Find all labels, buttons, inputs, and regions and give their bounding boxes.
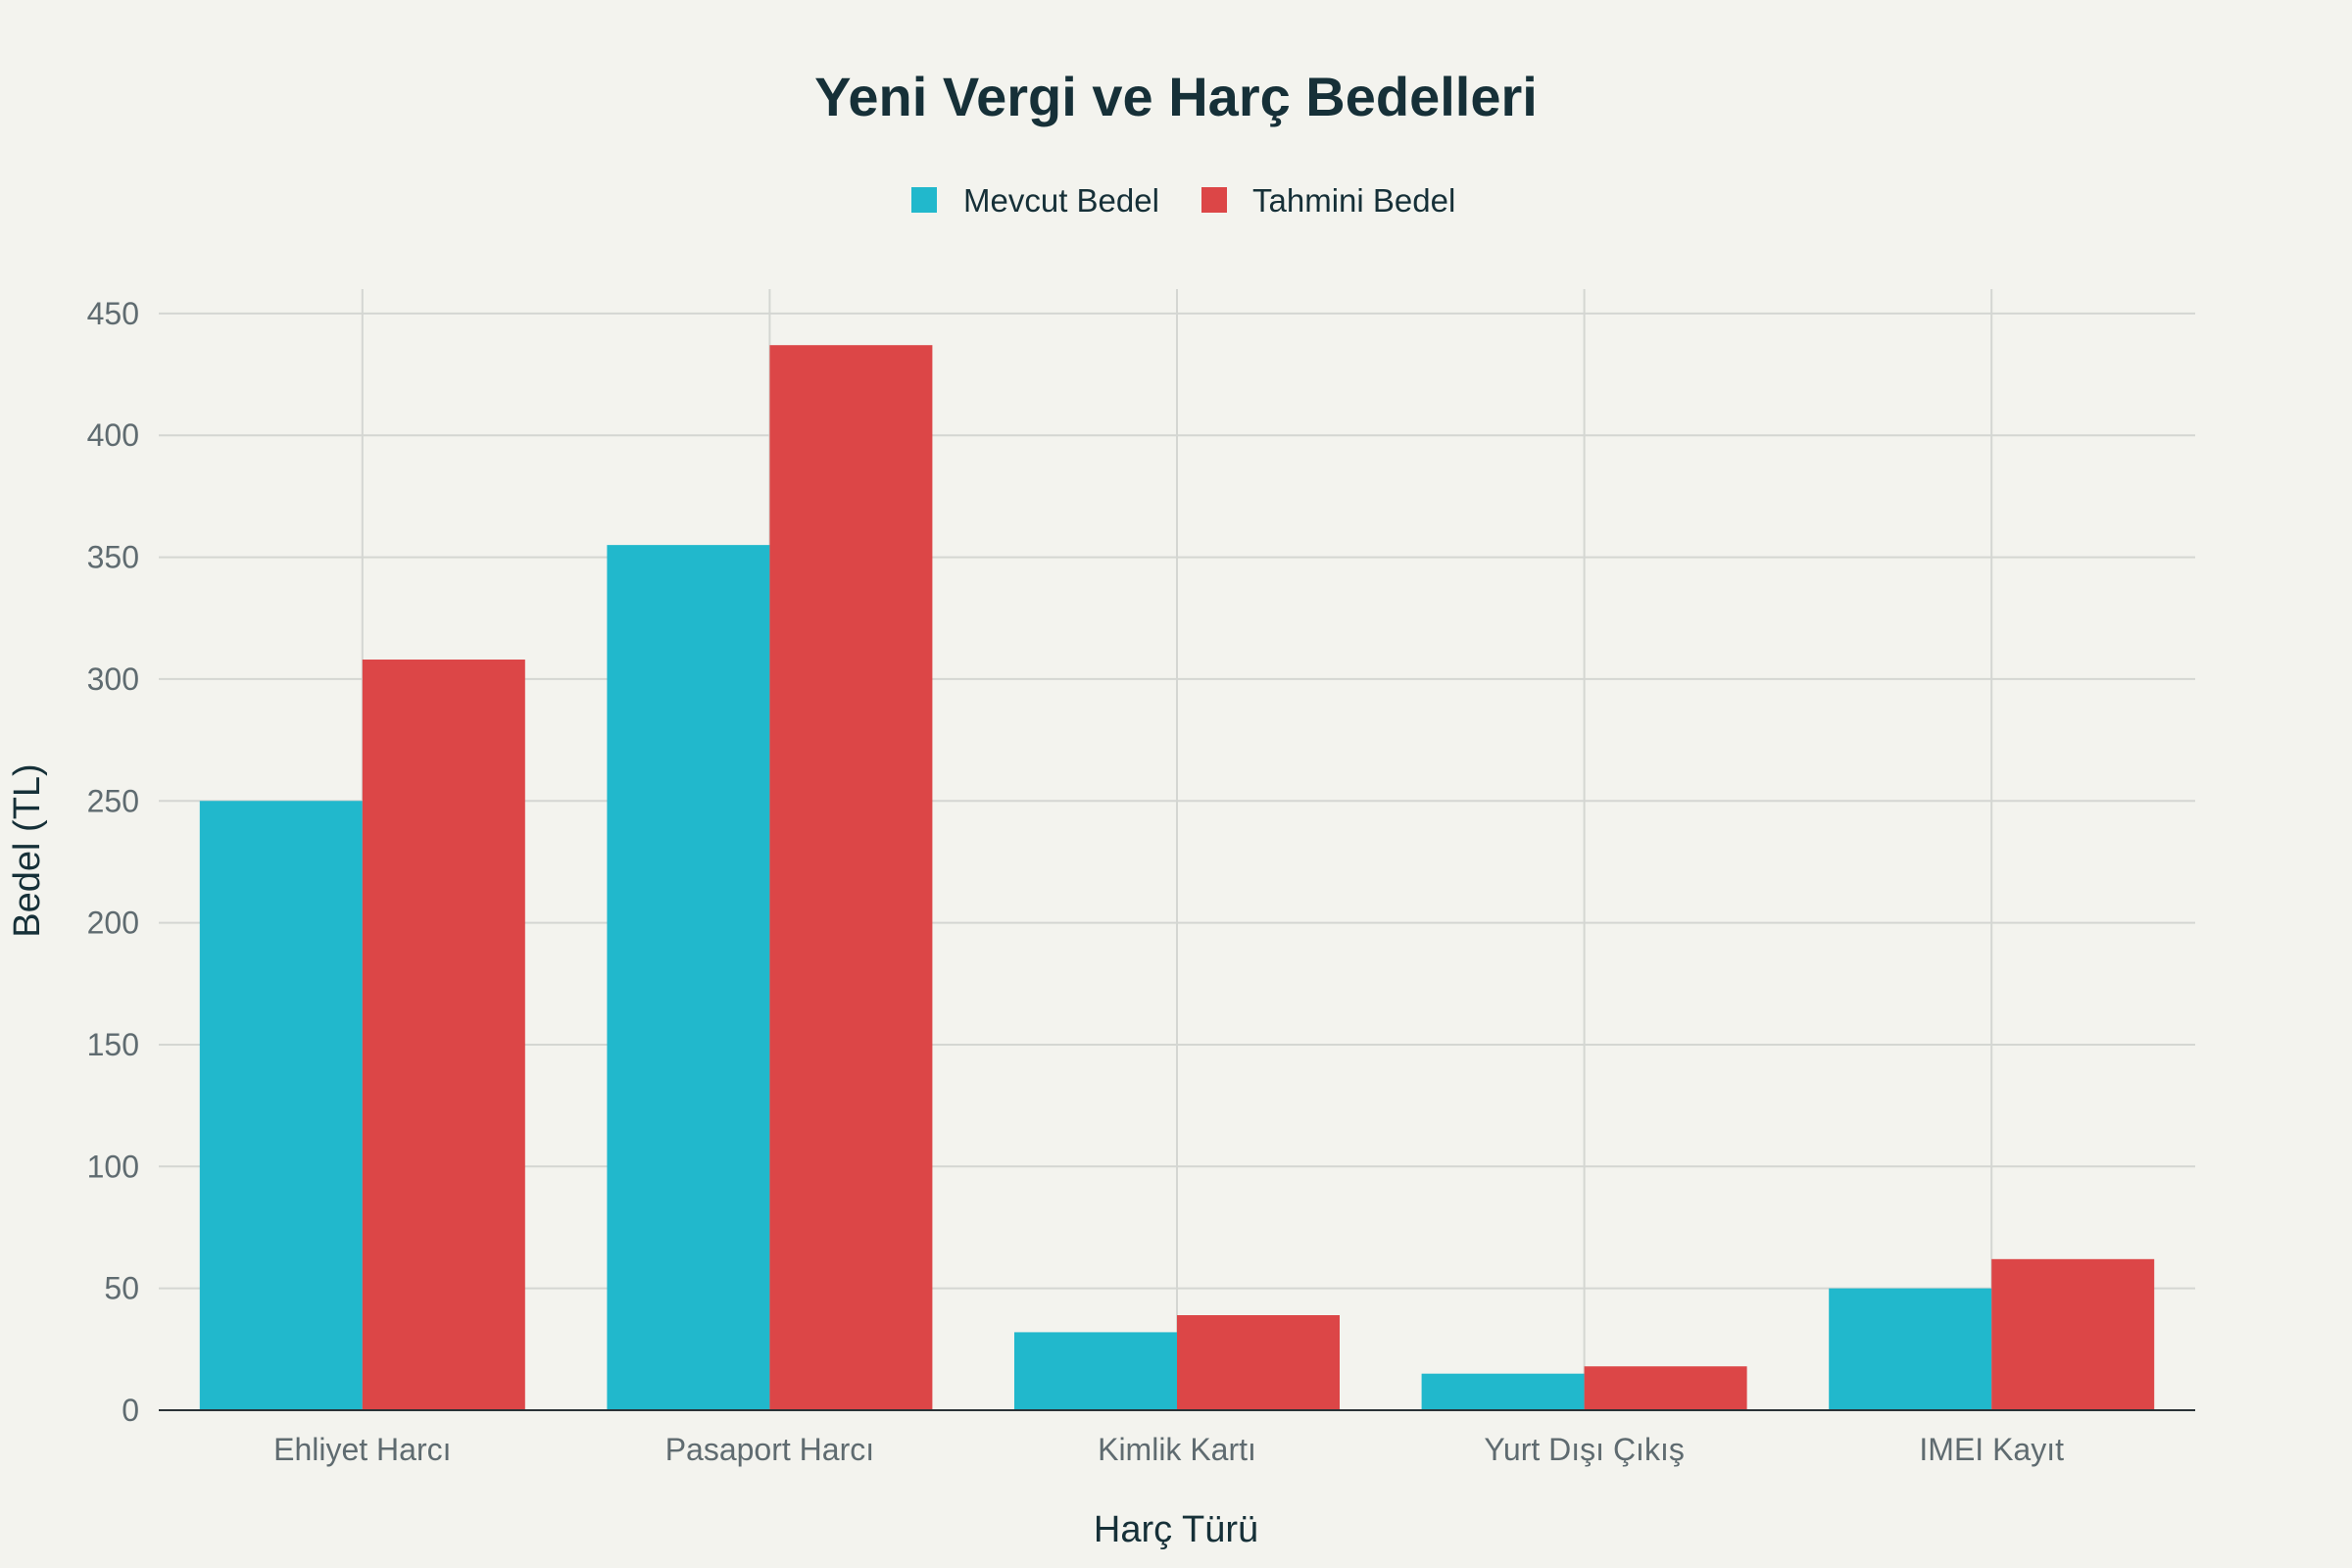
legend-swatch-tahmini-bedel (1201, 187, 1227, 213)
legend-label-mevcut-bedel: Mevcut Bedel (963, 182, 1159, 219)
y-tick-label: 0 (122, 1393, 139, 1428)
bar-mevcut-1[interactable] (199, 801, 363, 1410)
y-tick-label: 150 (87, 1027, 139, 1062)
legend-label-tahmini-bedel: Tahmini Bedel (1252, 182, 1455, 219)
bar-mevcut-3[interactable] (1014, 1332, 1177, 1410)
x-tick-label: Kimlik Kartı (1098, 1432, 1256, 1467)
y-tick-label: 200 (87, 906, 139, 941)
bars (199, 345, 2155, 1411)
bar-tahmini-1[interactable] (362, 660, 525, 1410)
y-tick-label: 350 (87, 540, 139, 575)
bar-tahmini-4[interactable] (1584, 1366, 1747, 1410)
x-tick-label: Ehliyet Harcı (273, 1432, 451, 1467)
y-axis-title: Bedel (TL) (7, 763, 48, 937)
x-tick-label: IMEI Kayıt (1919, 1432, 2064, 1467)
y-tick-label: 50 (104, 1271, 139, 1306)
bar-tahmini-3[interactable] (1177, 1315, 1340, 1410)
bar-mevcut-4[interactable] (1421, 1373, 1585, 1410)
legend: Mevcut Bedel Tahmini Bedel (911, 182, 1455, 219)
y-tick-label: 450 (87, 296, 139, 331)
y-tick-label: 100 (87, 1149, 139, 1184)
legend-swatch-mevcut-bedel (911, 187, 937, 213)
bar-mevcut-2[interactable] (607, 545, 770, 1410)
y-tick-label: 250 (87, 783, 139, 818)
x-tick-label: Pasaport Harcı (665, 1432, 874, 1467)
bar-tahmini-2[interactable] (769, 345, 933, 1411)
x-axis-ticks: Ehliyet Harcı Pasaport Harcı Kimlik Kartı Y… (273, 1432, 2064, 1467)
y-tick-label: 400 (87, 417, 139, 453)
x-tick-label: Yurt Dışı Çıkış (1484, 1432, 1684, 1467)
bar-tahmini-5[interactable] (1991, 1258, 2155, 1410)
chart-title: Yeni Vergi ve Harç Bedelleri (814, 66, 1538, 127)
y-axis-ticks: 0 50 100 150 200 250 300 350 400 450 (87, 296, 139, 1428)
x-axis-title: Harç Türü (1094, 1509, 1258, 1550)
y-tick-label: 300 (87, 662, 139, 697)
bar-mevcut-5[interactable] (1829, 1288, 1992, 1410)
